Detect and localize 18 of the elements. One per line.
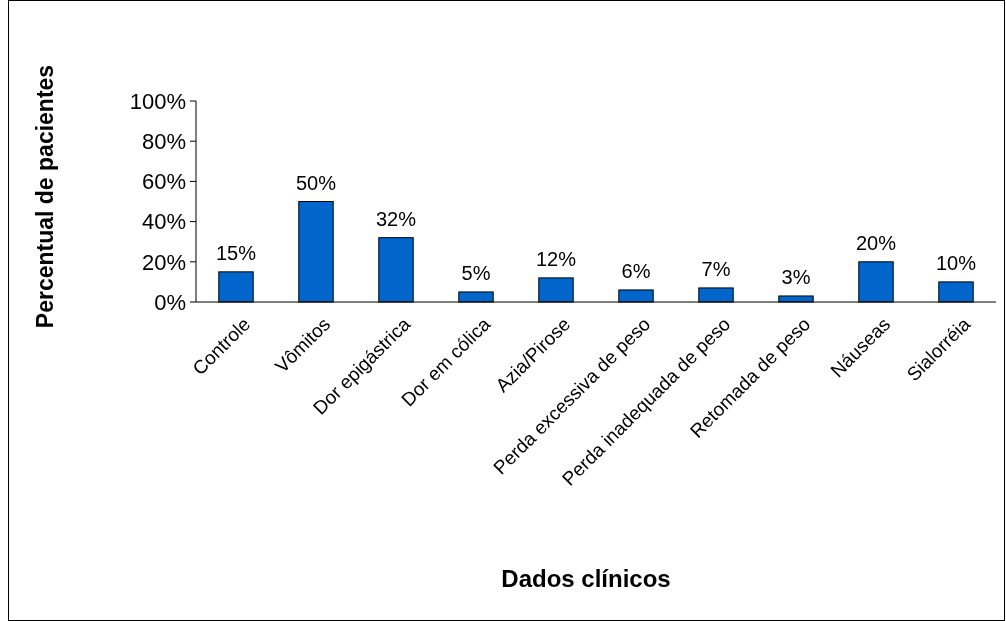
data-label: 7% [701,257,731,280]
y-tick-label: 40% [141,209,186,235]
y-tick-label: 100% [129,88,186,114]
data-label: 32% [375,207,417,230]
y-tick-label: 60% [141,169,186,195]
data-label: 10% [935,251,977,274]
data-label: 20% [855,231,897,254]
y-tick-label: 80% [141,128,186,154]
x-axis-title: Dados clínicos [501,565,671,592]
y-axis-title: Percentual de pacientes [32,64,59,329]
y-tick-label: 0% [154,289,186,315]
data-label: 6% [621,259,651,282]
data-label: 5% [461,261,491,284]
data-label: 15% [215,241,257,264]
data-label: 3% [781,265,811,288]
data-label: 12% [535,247,577,270]
y-tick-label: 20% [141,249,186,275]
data-label: 50% [295,171,337,194]
